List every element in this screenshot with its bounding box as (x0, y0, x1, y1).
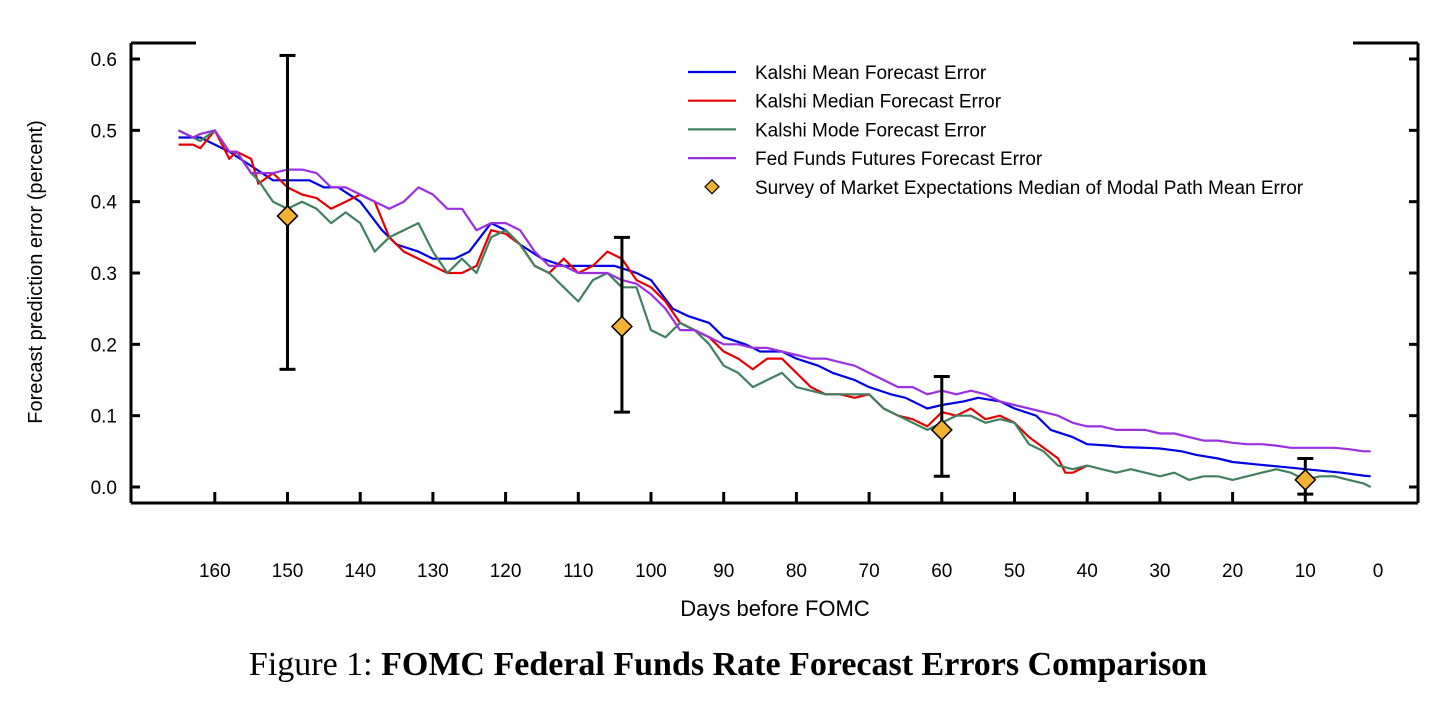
figure-title: FOMC Federal Funds Rate Forecast Errors … (381, 646, 1208, 683)
x-tick-label: 90 (713, 561, 734, 582)
x-tick-label: 0 (1373, 561, 1384, 582)
y-axis-ticks: 0.0 0.1 0.2 0.3 0.4 0.5 0.6 (91, 50, 1418, 499)
x-tick-label: 70 (859, 561, 880, 582)
legend: Kalshi Mean Forecast Error Kalshi Median … (688, 63, 1304, 199)
series-line-3 (178, 129, 1372, 488)
x-tick-label: 10 (1295, 561, 1316, 582)
series-lines (178, 129, 1372, 488)
x-tick-label: 160 (199, 561, 231, 582)
legend-marker-survey (704, 178, 720, 195)
y-tick-label: 0.6 (91, 50, 117, 71)
figure-label: Figure 1: (248, 646, 373, 683)
survey-error-bars (276, 53, 1317, 496)
x-axis-title: Days before FOMC (680, 596, 870, 621)
legend-label-3: Kalshi Mode Forecast Error (755, 120, 987, 141)
y-axis-title: Forecast prediction error (percent) (25, 120, 47, 423)
survey-diamond-marker (1294, 468, 1317, 491)
y-tick-label: 0.3 (91, 264, 117, 285)
figure-caption: Figure 1: FOMC Federal Funds Rate Foreca… (0, 646, 1456, 684)
x-tick-label: 50 (1004, 561, 1025, 582)
x-tick-label: 60 (931, 561, 952, 582)
y-tick-label: 0.0 (91, 478, 117, 499)
x-tick-label: 110 (563, 561, 593, 582)
x-tick-label: 100 (635, 561, 667, 582)
x-tick-label: 30 (1149, 561, 1170, 582)
x-tick-label: 120 (490, 561, 522, 582)
y-tick-label: 0.2 (91, 335, 117, 356)
y-tick-label: 0.5 (91, 121, 117, 142)
x-tick-label: 150 (272, 561, 304, 582)
y-tick-label: 0.1 (91, 407, 117, 428)
legend-label-5: Survey of Market Expectations Median of … (755, 178, 1304, 199)
survey-diamond-marker (276, 204, 299, 228)
legend-label-4: Fed Funds Futures Forecast Error (755, 149, 1043, 170)
legend-label-1: Kalshi Mean Forecast Error (755, 63, 987, 84)
x-tick-label: 20 (1222, 561, 1243, 582)
x-tick-label: 140 (344, 561, 376, 582)
x-axis-ticks: 160 150 140 130 120 110 100 90 80 70 60 50 40 30 20 10 0 (199, 492, 1383, 582)
legend-label-2: Kalshi Median Forecast Error (755, 92, 1002, 113)
survey-diamond-marker (930, 418, 953, 441)
series-line-2 (178, 129, 1088, 474)
forecast-error-chart: 0.0 0.1 0.2 0.3 0.4 0.5 0.6 160 150 140 130 120 110… (25, 41, 1420, 621)
y-tick-label: 0.4 (91, 193, 118, 214)
x-tick-label: 130 (417, 561, 449, 582)
x-tick-label: 80 (786, 561, 807, 582)
x-tick-label: 40 (1077, 561, 1098, 582)
series-line-4 (178, 129, 1371, 453)
survey-diamond-marker (610, 315, 633, 338)
